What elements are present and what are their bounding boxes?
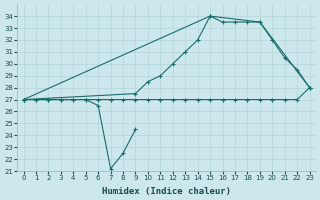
X-axis label: Humidex (Indice chaleur): Humidex (Indice chaleur) bbox=[102, 187, 231, 196]
